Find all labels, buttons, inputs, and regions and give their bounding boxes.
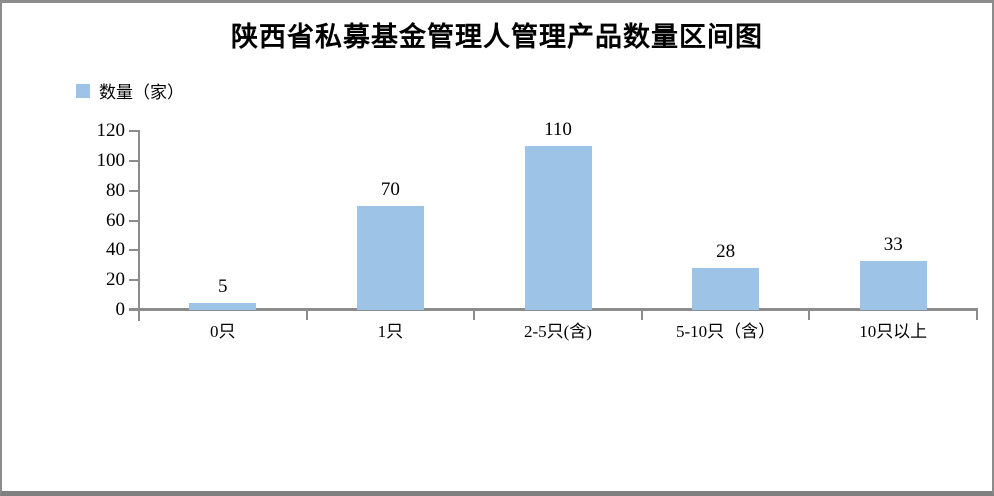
x-axis-category-label: 10只以上 [859,322,928,341]
y-axis-tick-label: 100 [96,149,126,171]
y-axis-tick [129,159,139,162]
x-axis-category-label: 1只 [377,322,404,341]
x-axis-category-label: 0只 [210,322,236,341]
x-axis-tick [976,311,978,320]
x-axis-tick [640,311,643,320]
y-axis-tick-label: 120 [96,120,126,141]
legend-label: 数量（家） [99,83,184,102]
y-axis-tick-label: 40 [106,239,125,261]
x-axis-category-label: 5-10只（含） [676,322,776,341]
y-axis-tick [129,189,139,192]
legend-swatch-icon [76,83,90,98]
y-axis-tick [129,219,139,222]
y-axis-tick-label: 80 [106,179,125,201]
y-axis-tick-label: 0 [115,299,126,320]
x-axis-tick [808,311,811,320]
bar-value-label: 28 [716,241,736,262]
y-axis-tick-label: 60 [106,209,125,231]
legend: 数量（家） [76,78,184,103]
y-axis-tick [129,249,139,252]
x-axis-tick [473,311,476,320]
bar [356,206,424,310]
x-axis-category-label: 2-5只(含) [523,322,592,341]
bar [189,303,257,310]
y-axis-tick-label: 20 [106,269,125,291]
bar-value-label: 70 [380,179,400,200]
bar-value-label: 110 [544,119,572,140]
y-axis-tick [129,279,139,282]
y-axis-tick [129,130,139,132]
y-axis-line [138,130,140,321]
bar-value-label: 33 [883,234,903,255]
chart-title: 陕西省私募基金管理人管理产品数量区间图 [231,22,763,52]
bar [524,146,592,310]
bar [859,261,927,310]
bar-value-label: 5 [218,276,228,297]
bar [692,268,760,310]
x-axis-tick [305,311,308,320]
